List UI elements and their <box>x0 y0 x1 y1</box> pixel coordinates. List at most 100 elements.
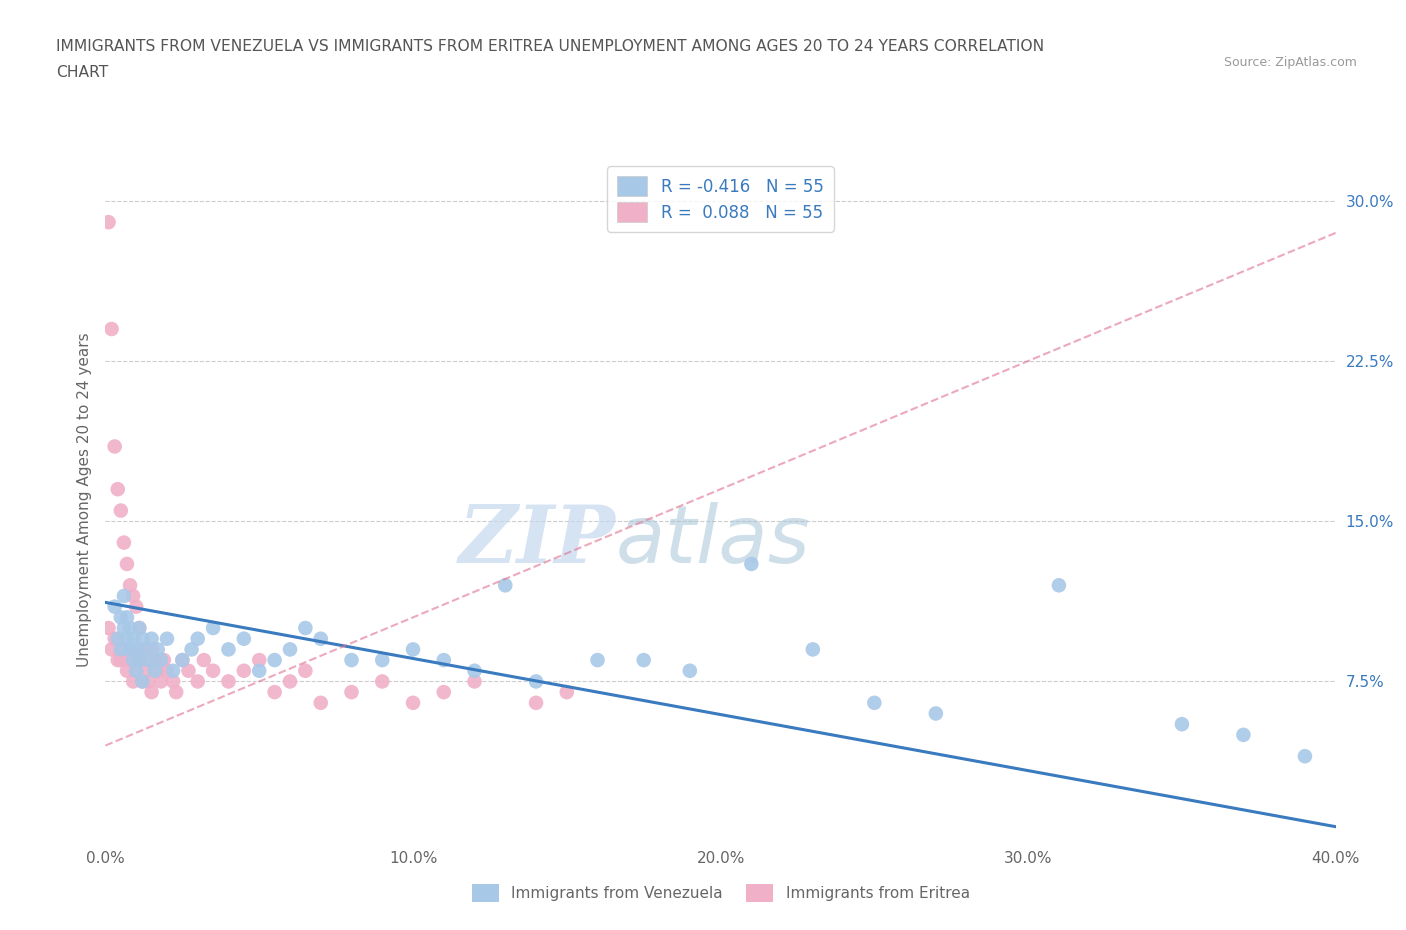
Legend: Immigrants from Venezuela, Immigrants from Eritrea: Immigrants from Venezuela, Immigrants fr… <box>464 876 977 910</box>
Point <box>131 642 153 657</box>
Y-axis label: Unemployment Among Ages 20 to 24 years: Unemployment Among Ages 20 to 24 years <box>76 333 91 667</box>
Point <box>172 653 194 668</box>
Point <box>371 653 394 668</box>
Point <box>156 663 179 678</box>
Point <box>162 663 184 678</box>
Point <box>146 663 169 678</box>
Point <box>115 556 138 571</box>
Point <box>555 684 578 699</box>
Point <box>112 589 135 604</box>
Point <box>110 610 132 625</box>
Point <box>112 642 135 657</box>
Point <box>464 663 486 678</box>
Point <box>309 631 332 646</box>
Point <box>187 631 209 646</box>
Point <box>131 674 153 689</box>
Point <box>202 663 225 678</box>
Point <box>1171 717 1194 732</box>
Point <box>100 322 122 337</box>
Point <box>138 653 160 668</box>
Point <box>107 653 129 668</box>
Point <box>97 215 120 230</box>
Point <box>309 696 332 711</box>
Point <box>143 653 166 668</box>
Point <box>122 631 145 646</box>
Point <box>153 653 176 668</box>
Point <box>202 620 225 635</box>
Point <box>122 653 145 668</box>
Point <box>524 674 547 689</box>
Point <box>294 663 316 678</box>
Point <box>464 674 486 689</box>
Point <box>433 684 456 699</box>
Point <box>112 620 135 635</box>
Point <box>925 706 948 721</box>
Point <box>294 620 316 635</box>
Point <box>128 653 150 668</box>
Point <box>122 674 145 689</box>
Point <box>1232 727 1254 742</box>
Point <box>141 642 163 657</box>
Point <box>1047 578 1070 592</box>
Point <box>115 610 138 625</box>
Point <box>122 589 145 604</box>
Text: atlas: atlas <box>616 502 811 580</box>
Point <box>120 653 141 668</box>
Point <box>263 653 285 668</box>
Point <box>107 482 129 497</box>
Point <box>218 642 240 657</box>
Point <box>402 696 425 711</box>
Point <box>156 631 179 646</box>
Point <box>128 620 150 635</box>
Point <box>278 642 301 657</box>
Point <box>524 696 547 711</box>
Point <box>97 620 120 635</box>
Point <box>633 653 655 668</box>
Point <box>110 642 132 657</box>
Point <box>104 631 127 646</box>
Point <box>120 620 141 635</box>
Point <box>120 578 141 592</box>
Point <box>134 642 156 657</box>
Point <box>128 653 150 668</box>
Point <box>125 663 148 678</box>
Point <box>141 631 163 646</box>
Point <box>494 578 516 592</box>
Point <box>146 642 169 657</box>
Point <box>1294 749 1316 764</box>
Point <box>104 599 127 614</box>
Point <box>112 535 135 550</box>
Point <box>433 653 456 668</box>
Point <box>402 642 425 657</box>
Point <box>141 684 163 699</box>
Point <box>115 631 138 646</box>
Point <box>115 663 138 678</box>
Point <box>247 663 270 678</box>
Point <box>128 620 150 635</box>
Point <box>177 663 200 678</box>
Point <box>110 653 132 668</box>
Point <box>232 663 254 678</box>
Point <box>679 663 702 678</box>
Point <box>120 642 141 657</box>
Point <box>218 674 240 689</box>
Point <box>125 599 148 614</box>
Point <box>247 653 270 668</box>
Point <box>100 642 122 657</box>
Text: CHART: CHART <box>56 65 108 80</box>
Point <box>149 653 172 668</box>
Text: Source: ZipAtlas.com: Source: ZipAtlas.com <box>1223 56 1357 69</box>
Point <box>165 684 187 699</box>
Point <box>110 503 132 518</box>
Text: ZIP: ZIP <box>460 502 616 579</box>
Point <box>340 684 363 699</box>
Point <box>278 674 301 689</box>
Point <box>149 674 172 689</box>
Point <box>232 631 254 646</box>
Point <box>131 631 153 646</box>
Point <box>801 642 824 657</box>
Point <box>125 642 148 657</box>
Point <box>371 674 394 689</box>
Point <box>143 663 166 678</box>
Point <box>187 674 209 689</box>
